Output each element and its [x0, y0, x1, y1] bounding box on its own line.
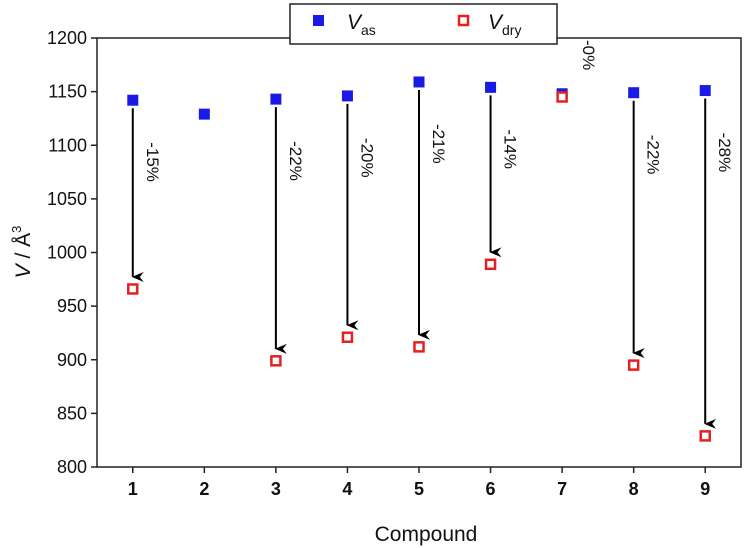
percent-label: -0% [579, 40, 598, 70]
legend-label-as: Vas [347, 11, 376, 38]
y-axis: 800 850 900 950 1000 1050 1100 1150 1200 [47, 28, 97, 477]
point-v-dry [699, 430, 711, 442]
x-tick-label: 9 [700, 479, 710, 499]
y-tick-label: 1000 [47, 243, 87, 263]
y-tick-label: 850 [57, 403, 87, 423]
point-v-as [699, 85, 711, 97]
legend-label-dry-sub: dry [502, 22, 521, 38]
x-tick-label: 1 [128, 479, 138, 499]
point-v-dry [484, 258, 497, 271]
y-tick-label: 1050 [47, 189, 87, 209]
arrows-layer [131, 89, 717, 429]
x-axis: 1 2 3 4 5 6 7 8 9 [128, 467, 710, 499]
point-v-as [341, 90, 353, 102]
x-tick-label: 5 [414, 479, 424, 499]
y-axis-title-rest: / Å [12, 233, 35, 265]
x-tick-label: 6 [486, 479, 496, 499]
y-tick-label: 950 [57, 296, 87, 316]
x-tick-label: 3 [271, 479, 281, 499]
x-tick-label: 8 [629, 479, 639, 499]
percent-label: -22% [644, 135, 663, 175]
point-v-dry [270, 355, 282, 367]
y-tick-label: 900 [57, 350, 87, 370]
legend-box [289, 3, 558, 45]
legend-label-dry: Vdry [488, 11, 521, 38]
y-tick-label: 1150 [48, 82, 87, 102]
legend-marker-as [313, 15, 324, 26]
point-v-dry [556, 91, 568, 103]
percent-label: -14% [501, 129, 520, 169]
y-axis-title-main: V [12, 262, 35, 278]
x-tick-label: 7 [557, 479, 567, 499]
points-layer [127, 76, 711, 442]
x-tick-label: 2 [199, 479, 209, 499]
point-v-dry [627, 359, 640, 371]
point-v-as [198, 108, 210, 120]
y-tick-label: 1100 [48, 135, 87, 155]
y-axis-title: V / Å3 [9, 226, 35, 279]
point-v-as [270, 93, 282, 105]
legend-marker-dry [457, 14, 470, 27]
y-axis-title-sup: 3 [9, 226, 24, 233]
percent-label: -28% [715, 133, 734, 173]
legend-label-dry-main: V [488, 11, 504, 34]
point-v-dry [413, 341, 425, 353]
y-tick-label: 800 [57, 457, 87, 477]
percent-label: -22% [286, 141, 305, 181]
point-v-as [628, 87, 640, 99]
point-v-as [485, 81, 497, 93]
legend: Vas Vdry [289, 3, 558, 45]
point-v-as [127, 94, 139, 106]
point-v-dry [341, 331, 354, 343]
percent-label: -21% [429, 124, 448, 164]
point-v-dry [127, 283, 139, 295]
percent-label: -15% [143, 142, 162, 182]
x-axis-title: Compound [375, 523, 478, 546]
percent-label: -20% [357, 138, 376, 178]
legend-label-as-main: V [347, 11, 363, 34]
point-v-as [413, 76, 425, 88]
percent-labels: -15% -22% -20% -21% -14% -0% -22% -28% [143, 40, 734, 182]
x-tick-label: 4 [342, 479, 352, 499]
legend-label-as-sub: as [361, 22, 376, 38]
y-tick-label: 1200 [47, 28, 87, 48]
